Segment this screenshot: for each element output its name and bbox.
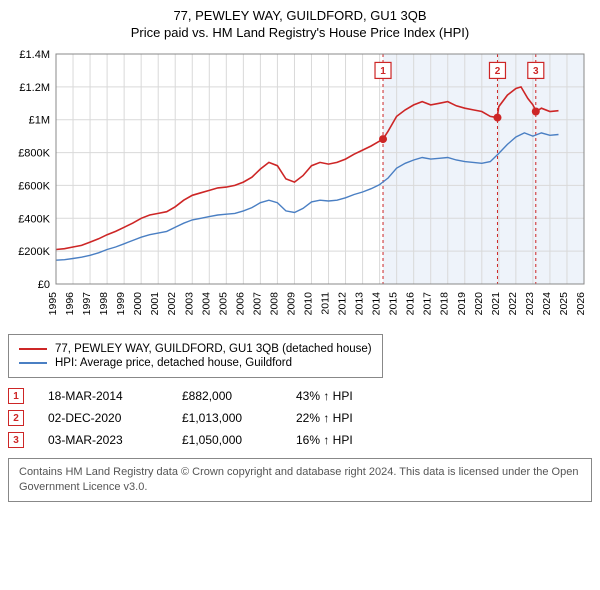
svg-text:2013: 2013	[354, 292, 366, 316]
legend-label: HPI: Average price, detached house, Guil…	[55, 357, 292, 369]
svg-text:3: 3	[533, 66, 539, 77]
svg-text:£1.2M: £1.2M	[19, 82, 50, 94]
sale-price: £882,000	[182, 389, 272, 403]
sale-row: 1 18-MAR-2014 £882,000 43% ↑ HPI	[8, 388, 592, 404]
svg-text:1: 1	[380, 66, 386, 77]
title-address: 77, PEWLEY WAY, GUILDFORD, GU1 3QB	[8, 8, 592, 23]
svg-text:2003: 2003	[183, 292, 195, 316]
svg-text:2004: 2004	[200, 292, 212, 316]
legend-label: 77, PEWLEY WAY, GUILDFORD, GU1 3QB (deta…	[55, 343, 372, 355]
price-chart: £0 £200K £400K £600K £800K £1M £1.2M £1.4M 1995 1…	[8, 48, 592, 328]
svg-text:1999: 1999	[115, 292, 127, 316]
svg-text:2021: 2021	[490, 292, 502, 316]
svg-text:2018: 2018	[439, 292, 451, 316]
sales-table: 1 18-MAR-2014 £882,000 43% ↑ HPI 2 02-DEC-202…	[8, 388, 592, 448]
sale-row: 2 02-DEC-2020 £1,013,000 22% ↑ HPI	[8, 410, 592, 426]
svg-text:2020: 2020	[473, 292, 485, 316]
sale-date: 03-MAR-2023	[48, 433, 158, 447]
sale-row: 3 03-MAR-2023 £1,050,000 16% ↑ HPI	[8, 432, 592, 448]
svg-text:£600K: £600K	[18, 180, 50, 192]
svg-text:2024: 2024	[541, 292, 553, 316]
sale-price: £1,013,000	[182, 411, 272, 425]
svg-text:2026: 2026	[575, 292, 587, 316]
svg-text:1996: 1996	[64, 292, 76, 316]
svg-text:2019: 2019	[456, 292, 468, 316]
legend-swatch	[19, 348, 47, 350]
svg-text:2022: 2022	[507, 292, 519, 316]
sale-hpi: 43% ↑ HPI	[296, 389, 386, 403]
svg-text:2005: 2005	[217, 292, 229, 316]
title-subtitle: Price paid vs. HM Land Registry's House …	[8, 25, 592, 40]
svg-text:2012: 2012	[337, 292, 349, 316]
svg-text:2016: 2016	[405, 292, 417, 316]
sale-marker-icon: 2	[8, 410, 24, 426]
svg-text:1995: 1995	[47, 292, 59, 316]
legend-swatch	[19, 362, 47, 364]
sale-hpi: 16% ↑ HPI	[296, 433, 386, 447]
svg-text:£800K: £800K	[18, 148, 50, 160]
svg-text:2006: 2006	[234, 292, 246, 316]
sale-date: 02-DEC-2020	[48, 411, 158, 425]
svg-text:1998: 1998	[98, 292, 110, 316]
svg-text:2008: 2008	[268, 292, 280, 316]
legend: 77, PEWLEY WAY, GUILDFORD, GU1 3QB (deta…	[8, 334, 383, 378]
legend-item: 77, PEWLEY WAY, GUILDFORD, GU1 3QB (deta…	[19, 343, 372, 355]
svg-text:£200K: £200K	[18, 246, 50, 258]
svg-text:£1.4M: £1.4M	[19, 49, 50, 61]
svg-text:2001: 2001	[149, 292, 161, 316]
license-note: Contains HM Land Registry data © Crown c…	[8, 458, 592, 502]
sale-price: £1,050,000	[182, 433, 272, 447]
svg-text:2017: 2017	[422, 292, 434, 316]
svg-text:£0: £0	[38, 279, 50, 291]
svg-text:2009: 2009	[285, 292, 297, 316]
svg-text:£1M: £1M	[29, 115, 50, 127]
sale-hpi: 22% ↑ HPI	[296, 411, 386, 425]
sale-date: 18-MAR-2014	[48, 389, 158, 403]
svg-text:2: 2	[495, 66, 501, 77]
svg-text:2025: 2025	[558, 292, 570, 316]
svg-text:2002: 2002	[166, 292, 178, 316]
svg-text:2011: 2011	[320, 292, 332, 315]
legend-item: HPI: Average price, detached house, Guil…	[19, 357, 372, 369]
svg-text:2015: 2015	[388, 292, 400, 316]
svg-text:2007: 2007	[251, 292, 263, 316]
svg-text:2000: 2000	[132, 292, 144, 316]
chart-container: £0 £200K £400K £600K £800K £1M £1.2M £1.4M 1995 1…	[8, 48, 592, 328]
svg-text:2010: 2010	[302, 292, 314, 316]
sale-marker-icon: 3	[8, 432, 24, 448]
svg-text:1997: 1997	[81, 292, 93, 316]
svg-text:£400K: £400K	[18, 213, 50, 225]
chart-title-block: 77, PEWLEY WAY, GUILDFORD, GU1 3QB Price…	[8, 8, 592, 40]
sale-marker-icon: 1	[8, 388, 24, 404]
svg-text:2014: 2014	[371, 292, 383, 316]
svg-text:2023: 2023	[524, 292, 536, 316]
